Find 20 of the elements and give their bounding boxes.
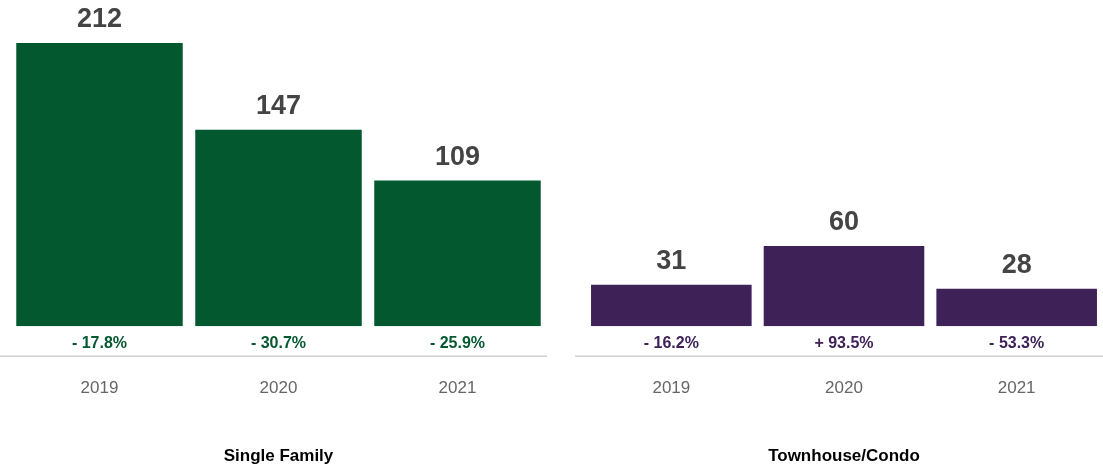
text: - 25.9% <box>429 333 486 351</box>
x-tick-label: 2019 <box>652 378 691 398</box>
x-tick-label: 2019 <box>80 378 119 398</box>
text: - 53.3% <box>989 333 1045 351</box>
data-label: 28 <box>1001 248 1032 279</box>
data-label: 109 <box>434 140 481 171</box>
x-tick-label: 2020 <box>825 378 863 398</box>
x-axis-title: Townhouse/Condo <box>768 446 920 466</box>
x-axis-title: Single Family <box>223 446 334 466</box>
data-label: 212 <box>76 2 123 33</box>
text: - 30.7% <box>250 333 307 351</box>
text: - 16.2% <box>643 333 699 351</box>
data-label: 31 <box>656 244 687 275</box>
x-tick-label: 2020 <box>259 378 298 398</box>
x-tick-label: 2021 <box>438 378 477 398</box>
x-tick-label: 2021 <box>997 378 1036 398</box>
text: + 93.5% <box>814 333 874 351</box>
data-label: 147 <box>255 89 302 120</box>
data-label: 60 <box>828 206 860 236</box>
text: - 17.8% <box>71 333 128 351</box>
